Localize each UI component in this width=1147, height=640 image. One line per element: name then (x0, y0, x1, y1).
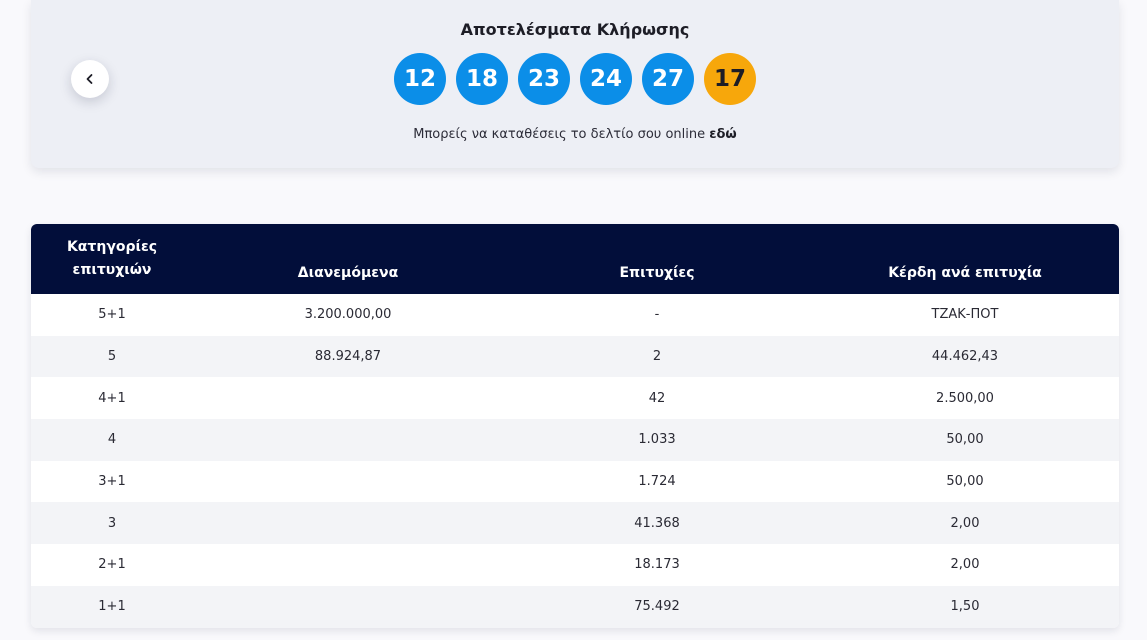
table-header-row: Κατηγορίες επιτυχιών Διανεμόμενα Επιτυχί… (31, 224, 1119, 294)
cell-distributed (193, 585, 503, 628)
cell-prize: 2.500,00 (811, 377, 1119, 420)
cell-distributed (193, 544, 503, 586)
table-row: 1+1 75.492 1,50 (31, 585, 1119, 628)
cell-category: 4 (31, 419, 193, 461)
table-row: 4+1 42 2.500,00 (31, 377, 1119, 420)
cell-category: 5+1 (31, 294, 193, 336)
header-categories: Κατηγορίες επιτυχιών (31, 224, 193, 294)
table-row: 2+1 18.173 2,00 (31, 544, 1119, 586)
cell-prize: 44.462,43 (811, 335, 1119, 378)
cell-category: 3+1 (31, 460, 193, 503)
online-ticket-note: Μπορείς να καταθέσεις το δελτίο σου onli… (31, 127, 1119, 142)
winning-number-ball: 18 (456, 53, 508, 105)
cell-distributed (193, 502, 503, 545)
cell-category: 5 (31, 335, 193, 378)
cell-prize: ΤΖΑΚ-ΠΟΤ (811, 294, 1119, 336)
cell-prize: 50,00 (811, 460, 1119, 503)
header-winners: Επιτυχίες (503, 224, 811, 294)
table-row: 5 88.924,87 2 44.462,43 (31, 335, 1119, 378)
table-row: 3 41.368 2,00 (31, 502, 1119, 545)
winning-number-ball: 12 (394, 53, 446, 105)
winning-number-ball: 24 (580, 53, 632, 105)
cell-prize: 50,00 (811, 419, 1119, 461)
online-ticket-text: Μπορείς να καταθέσεις το δελτίο σου onli… (413, 127, 706, 142)
cell-distributed (193, 460, 503, 503)
prize-breakdown-table-card: Κατηγορίες επιτυχιών Διανεμόμενα Επιτυχί… (31, 224, 1119, 628)
cell-winners: 1.724 (503, 460, 811, 503)
cell-winners: 75.492 (503, 585, 811, 628)
cell-winners: 2 (503, 335, 811, 378)
draw-results-title: Αποτελέσματα Κλήρωσης (460, 20, 690, 39)
cell-winners: - (503, 294, 811, 336)
prize-breakdown-table: Κατηγορίες επιτυχιών Διανεμόμενα Επιτυχί… (31, 224, 1119, 628)
cell-prize: 2,00 (811, 502, 1119, 545)
cell-distributed: 88.924,87 (193, 335, 503, 378)
winning-number-ball: 27 (642, 53, 694, 105)
header-prize-per-winner: Κέρδη ανά επιτυχία (811, 224, 1119, 294)
draw-results-card: Αποτελέσματα Κλήρωσης 12 18 23 24 27 17 … (31, 0, 1119, 168)
joker-number-ball: 17 (704, 53, 756, 105)
cell-category: 3 (31, 502, 193, 545)
online-ticket-link[interactable]: εδώ (709, 127, 737, 142)
cell-winners: 1.033 (503, 419, 811, 461)
table-row: 5+1 3.200.000,00 - ΤΖΑΚ-ΠΟΤ (31, 294, 1119, 336)
cell-winners: 18.173 (503, 544, 811, 586)
cell-distributed (193, 419, 503, 461)
header-categories-line2: επιτυχιών (72, 262, 152, 278)
previous-draw-button[interactable] (71, 60, 109, 98)
table-row: 4 1.033 50,00 (31, 419, 1119, 461)
cell-distributed (193, 377, 503, 420)
header-categories-line1: Κατηγορίες (66, 239, 158, 255)
cell-distributed: 3.200.000,00 (193, 294, 503, 336)
cell-winners: 41.368 (503, 502, 811, 545)
table-row: 3+1 1.724 50,00 (31, 460, 1119, 503)
cell-category: 4+1 (31, 377, 193, 420)
cell-prize: 2,00 (811, 544, 1119, 586)
header-distributed: Διανεμόμενα (193, 224, 503, 294)
cell-prize: 1,50 (811, 585, 1119, 628)
winning-numbers: 12 18 23 24 27 17 (394, 53, 756, 105)
cell-category: 2+1 (31, 544, 193, 586)
winning-number-ball: 23 (518, 53, 570, 105)
cell-category: 1+1 (31, 585, 193, 628)
cell-winners: 42 (503, 377, 811, 420)
chevron-left-icon (86, 74, 93, 84)
